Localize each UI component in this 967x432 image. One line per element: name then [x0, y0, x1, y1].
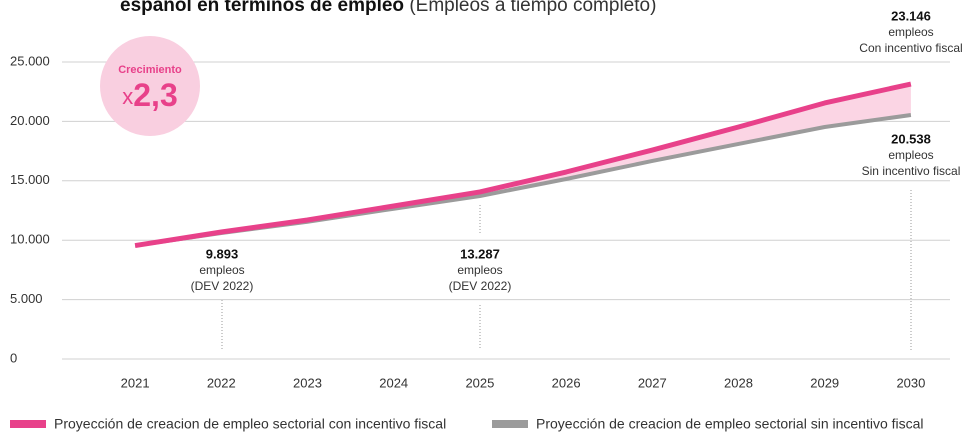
x-tick-label: 2027: [638, 375, 667, 390]
annotation-value: 9.893: [206, 246, 239, 261]
x-tick-label: 2028: [724, 375, 753, 390]
annotation-value: 13.287: [460, 246, 500, 261]
legend-swatch: [10, 420, 46, 428]
x-tick-label: 2025: [465, 375, 494, 390]
y-tick-label: 10.000: [10, 232, 50, 247]
chart-title: español en términos de empleo (Empleos a…: [120, 0, 656, 16]
x-tick-label: 2024: [379, 375, 408, 390]
annotation-text: empleos: [457, 263, 502, 277]
title: español en términos de empleo: [120, 0, 404, 16]
annotation-text: empleos: [888, 148, 933, 162]
legend-label: Proyección de creacion de empleo sectori…: [54, 416, 446, 432]
annotation-value: 23.146: [891, 8, 931, 23]
x-tick-label: 2023: [293, 375, 322, 390]
annotation-text: (DEV 2022): [191, 279, 254, 293]
x-tick-label: 2026: [552, 375, 581, 390]
x-tick-label: 2022: [207, 375, 236, 390]
annotation-text: empleos: [888, 25, 933, 39]
y-tick-label: 25.000: [10, 53, 50, 68]
annotation-text: Sin incentivo fiscal: [862, 164, 961, 178]
legend-label: Proyección de creacion de empleo sectori…: [536, 416, 924, 432]
badge-value: x2,3: [122, 77, 177, 113]
badge-number: 2,3: [133, 77, 177, 113]
x-tick-label: 2021: [121, 375, 150, 390]
annotation-value: 20.538: [891, 131, 931, 146]
y-tick-label: 5.000: [10, 291, 43, 306]
badge-label: Crecimiento: [118, 64, 182, 76]
annotation-text: Con incentivo fiscal: [859, 41, 962, 55]
y-tick-label: 15.000: [10, 172, 50, 187]
badge-circle: [100, 36, 200, 136]
y-tick-label: 0: [10, 350, 17, 365]
annotation-text: empleos: [199, 263, 244, 277]
gap-area: [135, 84, 911, 246]
badge-prefix: x: [122, 84, 133, 109]
legend-swatch: [492, 420, 528, 428]
series-line: [134, 81, 912, 249]
x-tick-label: 2030: [896, 375, 925, 390]
annotation-text: (DEV 2022): [449, 279, 512, 293]
subtitle: (Empleos a tiempo completo): [409, 0, 656, 16]
x-tick-label: 2029: [810, 375, 839, 390]
y-tick-label: 20.000: [10, 113, 50, 128]
